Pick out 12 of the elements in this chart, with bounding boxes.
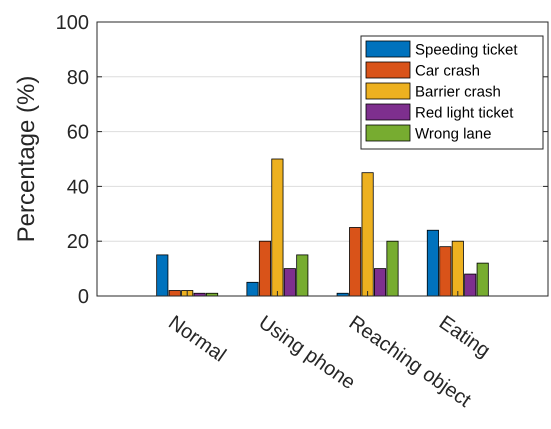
legend-label: Speeding ticket <box>415 41 518 58</box>
y-tick-label: 100 <box>56 12 89 34</box>
legend-label: Red light ticket <box>415 104 514 122</box>
y-tick-label: 80 <box>66 66 89 89</box>
legend-label: Car crash <box>415 62 480 80</box>
y-axis-title: Percentage (%) <box>13 76 40 242</box>
y-tick-label: 20 <box>66 231 89 254</box>
legend-label: Barrier crash <box>415 83 501 100</box>
y-tick-label: 0 <box>78 286 89 308</box>
y-tick-label: 60 <box>66 122 89 144</box>
legend-label: Wrong lane <box>415 125 492 142</box>
y-tick-label: 40 <box>66 176 89 198</box>
